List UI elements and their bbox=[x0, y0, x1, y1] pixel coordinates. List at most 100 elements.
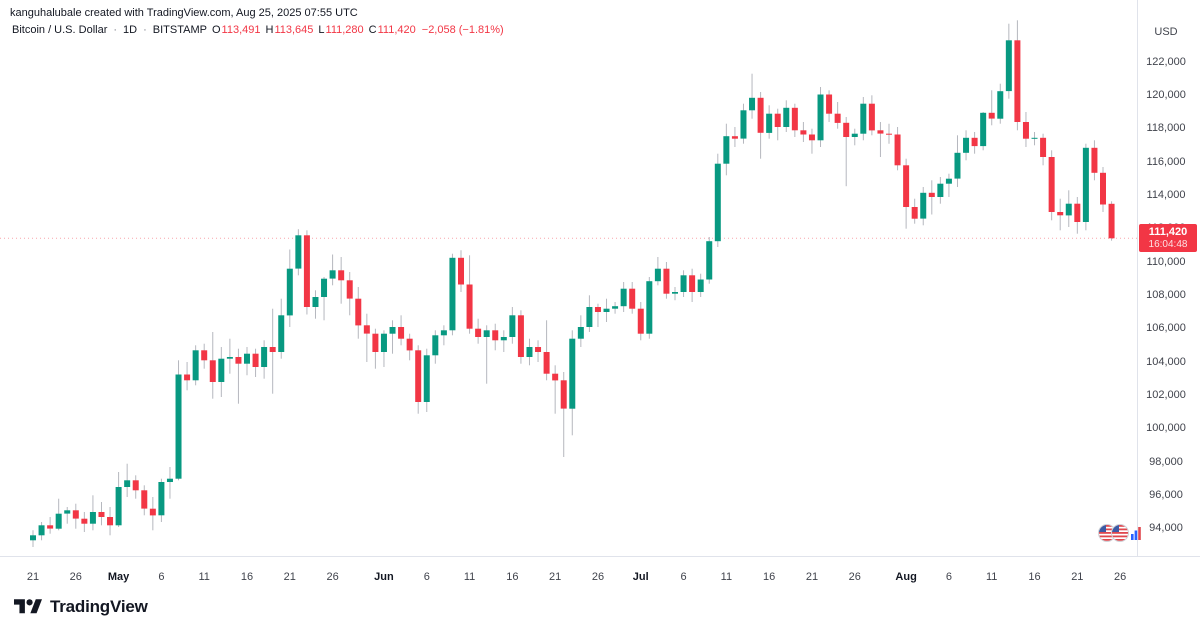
price-axis-label: 100,000 bbox=[1146, 422, 1186, 435]
candle-may-4 bbox=[141, 490, 148, 509]
price-axis[interactable]: USD 122,000 120,000 118,000 116,000 114,000 1… bbox=[1140, 0, 1200, 556]
candle-jul-22 bbox=[817, 94, 824, 141]
candle-apr-30 bbox=[107, 517, 114, 526]
candle-jul-20 bbox=[800, 130, 807, 135]
candle-jun-27 bbox=[603, 308, 610, 312]
candle-jun-12 bbox=[475, 328, 482, 337]
candle-jul-21 bbox=[808, 134, 815, 141]
us-flag-icon bbox=[1111, 524, 1129, 542]
time-axis[interactable]: 21 26 May 6 11 16 21 26 Jun 6 11 16 21 26 Jul 6 11 16 21 26… bbox=[0, 563, 1200, 587]
symbol-title[interactable]: Bitcoin / U.S. Dollar bbox=[12, 24, 108, 36]
candle-jul-14 bbox=[749, 97, 756, 111]
bar-countdown: 16:04:48 bbox=[1148, 239, 1188, 251]
candle-jul-12 bbox=[731, 136, 738, 139]
change-value: −2,058 (−1.81%) bbox=[421, 24, 504, 36]
candle-apr-27 bbox=[81, 518, 88, 524]
economic-event-icons[interactable] bbox=[1096, 520, 1142, 546]
candle-jul-11 bbox=[723, 136, 730, 164]
candle-may-26 bbox=[329, 270, 336, 279]
time-axis-label: 16 bbox=[240, 571, 254, 583]
candle-jul-17 bbox=[774, 113, 781, 127]
candle-jul-18 bbox=[783, 107, 790, 127]
price-axis-label: 120,000 bbox=[1146, 88, 1186, 101]
candle-jun-20 bbox=[543, 352, 550, 374]
candle-jul-30 bbox=[886, 133, 892, 135]
low-value: 111,280 bbox=[325, 24, 364, 36]
candle-jul-13 bbox=[740, 110, 747, 139]
candle-aug-18 bbox=[1048, 157, 1055, 212]
candle-aug-14 bbox=[1014, 40, 1021, 122]
candle-jul-6 bbox=[680, 275, 687, 292]
candle-apr-29 bbox=[98, 512, 105, 517]
open-label: O bbox=[211, 24, 221, 36]
candle-aug-12 bbox=[997, 91, 1004, 119]
candle-aug-17 bbox=[1040, 137, 1047, 157]
time-axis-label: 21 bbox=[1071, 571, 1084, 583]
time-axis-label: 6 bbox=[423, 571, 430, 583]
candle-aug-22 bbox=[1082, 147, 1089, 222]
candle-may-19 bbox=[269, 347, 276, 352]
candle-aug-16 bbox=[1031, 137, 1038, 139]
time-axis-label: 16 bbox=[506, 571, 519, 583]
candle-jul-9 bbox=[706, 241, 713, 280]
candle-jun-26 bbox=[594, 307, 601, 312]
candle-aug-11 bbox=[988, 112, 995, 119]
candle-aug-8 bbox=[963, 137, 970, 153]
price-axis-label: 106,000 bbox=[1146, 322, 1186, 335]
candle-may-27 bbox=[338, 270, 345, 281]
candle-jun-11 bbox=[466, 284, 473, 329]
time-axis-month-label: Jul bbox=[632, 571, 649, 583]
candle-apr-22 bbox=[38, 525, 45, 536]
candle-jun-17 bbox=[517, 315, 524, 357]
candle-aug-9 bbox=[971, 137, 978, 147]
candle-apr-25 bbox=[64, 510, 71, 514]
candle-jun-22 bbox=[560, 380, 567, 409]
close-value: 111,420 bbox=[377, 24, 416, 36]
time-axis-label: 6 bbox=[158, 571, 165, 583]
legend-separator: · bbox=[113, 24, 118, 36]
candle-apr-28 bbox=[89, 512, 96, 524]
candle-may-7 bbox=[166, 478, 173, 482]
ohlc-close: C 111,420 bbox=[369, 24, 416, 36]
candle-jun-24 bbox=[577, 327, 584, 339]
price-axis-label: 94,000 bbox=[1149, 522, 1183, 535]
exchange-name: BITSTAMP bbox=[152, 24, 207, 36]
price-axis-label: 122,000 bbox=[1146, 55, 1186, 68]
time-axis-label: 11 bbox=[720, 571, 733, 583]
candle-may-2 bbox=[124, 480, 131, 487]
candle-aug-23 bbox=[1091, 147, 1098, 173]
candle-jun-23 bbox=[569, 338, 576, 409]
candle-jun-1 bbox=[380, 333, 387, 352]
candle-jul-7 bbox=[689, 275, 696, 292]
time-axis-month-label: Aug bbox=[895, 571, 917, 583]
tradingview-brand[interactable]: TradingView bbox=[14, 596, 148, 618]
time-axis-label: 11 bbox=[198, 571, 210, 583]
price-axis-label: 104,000 bbox=[1146, 355, 1186, 368]
candle-jul-29 bbox=[877, 130, 884, 134]
time-axis-month-label: May bbox=[107, 571, 130, 583]
brand-name: TradingView bbox=[50, 597, 148, 616]
candle-jun-6 bbox=[423, 355, 430, 402]
candle-jul-28 bbox=[868, 103, 875, 131]
candle-jul-19 bbox=[791, 107, 798, 131]
candle-jun-9 bbox=[449, 257, 456, 331]
time-axis-label: 26 bbox=[591, 571, 605, 583]
candle-aug-19 bbox=[1057, 212, 1064, 216]
candle-apr-23 bbox=[47, 525, 54, 529]
candle-jun-21 bbox=[552, 373, 559, 381]
candle-jun-14 bbox=[492, 330, 499, 341]
candle-may-22 bbox=[295, 235, 302, 269]
candle-jun-13 bbox=[483, 330, 490, 337]
candle-jun-30 bbox=[629, 288, 636, 309]
price-axis-label: 116,000 bbox=[1146, 155, 1186, 168]
candle-may-6 bbox=[158, 482, 165, 516]
candle-aug-25 bbox=[1108, 203, 1115, 239]
candle-may-15 bbox=[235, 357, 242, 364]
interval-value[interactable]: 1D bbox=[123, 24, 138, 36]
candle-aug-15 bbox=[1022, 122, 1029, 139]
candle-jul-25 bbox=[843, 122, 850, 137]
time-axis-label: 26 bbox=[326, 571, 339, 583]
candle-jul-27 bbox=[860, 103, 867, 134]
